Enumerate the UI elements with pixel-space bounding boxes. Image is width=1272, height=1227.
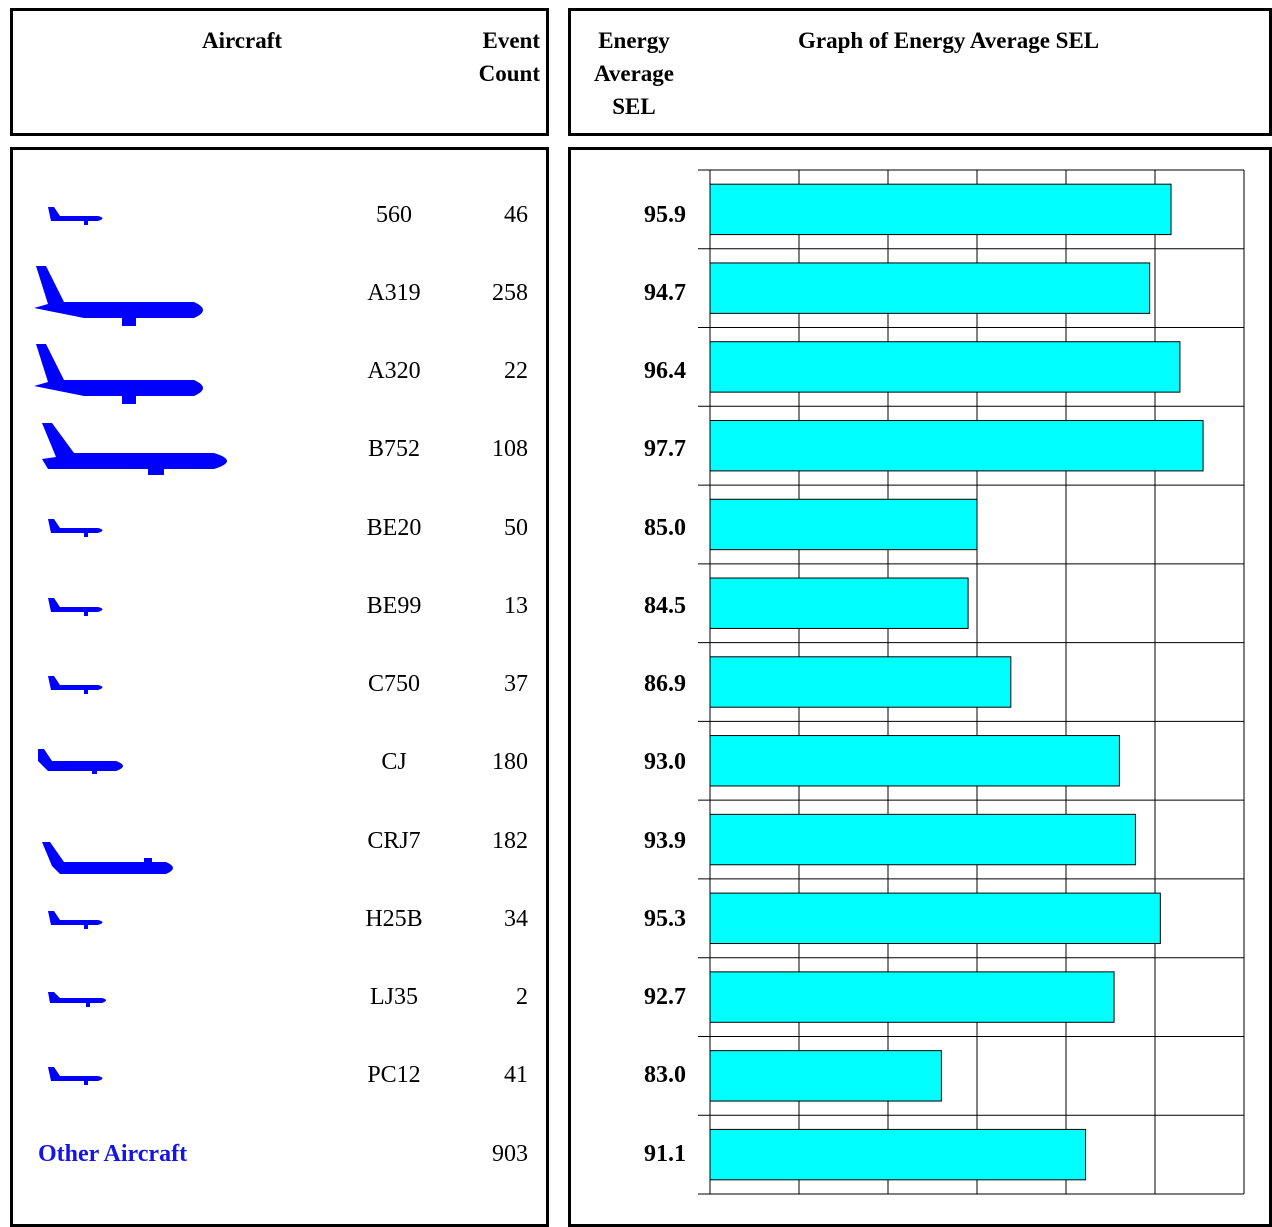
small-jet-icon [48, 992, 106, 1007]
sel-value-label: 84.5 [644, 593, 686, 619]
event-count: 46 [504, 202, 528, 228]
event-count-header-line2: Count [478, 61, 540, 86]
aircraft-code: LJ35 [370, 984, 418, 1010]
sel-value-label: 93.0 [644, 749, 686, 775]
sel-bar-chart [698, 169, 1245, 1195]
aircraft-code: CRJ7 [367, 828, 421, 854]
other-aircraft-label: Other Aircraft [38, 1141, 188, 1167]
sel-value-label: 97.7 [644, 436, 686, 462]
event-count: 108 [492, 436, 528, 462]
sel-header-line2: Average [593, 61, 675, 86]
business-jet-icon [38, 749, 123, 774]
sel-bar [709, 262, 1151, 314]
sel-value-label: 85.0 [644, 515, 686, 541]
sel-value-label: 92.7 [644, 984, 686, 1010]
aircraft-code: 560 [376, 202, 412, 228]
sel-bar [709, 183, 1172, 236]
small-jet-icon [48, 676, 103, 694]
aircraft-code: BE20 [366, 515, 422, 541]
aircraft-code: BE99 [366, 593, 422, 619]
small-jet-icon [48, 207, 103, 225]
event-count: 37 [504, 671, 528, 697]
event-count-header-line1: Event [482, 28, 541, 53]
aircraft-code: H25B [365, 906, 423, 932]
aircraft-code: A319 [367, 280, 421, 306]
sel-bar [709, 1050, 942, 1102]
aircraft-header-panel [10, 8, 549, 136]
small-jet-icon [48, 519, 103, 537]
event-count: 903 [492, 1141, 528, 1167]
aircraft-column-header: Aircraft [202, 28, 283, 53]
sel-bar [709, 656, 1012, 708]
sel-value-label: 83.0 [644, 1062, 686, 1088]
sel-header-line3: SEL [612, 94, 656, 119]
sel-header-panel [568, 8, 1272, 136]
event-count: 41 [504, 1062, 528, 1088]
event-count: 2 [516, 984, 528, 1010]
small-jet-icon [48, 1067, 103, 1085]
sel-bar [709, 1128, 1087, 1181]
sel-value-label: 93.9 [644, 828, 686, 854]
large-jet-icon [42, 423, 227, 475]
small-jet-icon [48, 911, 103, 929]
sel-value-label: 91.1 [644, 1141, 686, 1167]
narrowbody-jet-icon [34, 266, 203, 326]
event-count: 50 [504, 515, 528, 541]
sel-bar [709, 577, 969, 629]
sel-bar [709, 341, 1181, 393]
event-count: 258 [492, 280, 528, 306]
sel-bar [709, 892, 1161, 945]
regional-jet-icon [42, 842, 173, 874]
event-count: 34 [504, 906, 528, 932]
sel-bar [709, 419, 1204, 472]
event-count: 180 [492, 749, 528, 775]
sel-header-line1: Energy [598, 28, 670, 53]
aircraft-code: C750 [367, 671, 420, 697]
sel-bar [709, 498, 978, 551]
aircraft-code: PC12 [367, 1062, 421, 1088]
sel-bar [709, 813, 1136, 866]
sel-bar [709, 971, 1115, 1023]
sel-value-label: 96.4 [644, 358, 686, 384]
sel-value-label: 95.3 [644, 906, 686, 932]
event-count: 22 [504, 358, 528, 384]
event-count: 13 [504, 593, 528, 619]
sel-bar [709, 735, 1120, 787]
event-count: 182 [492, 828, 528, 854]
sel-value-label: 94.7 [644, 280, 686, 306]
sel-value-label: 95.9 [644, 202, 686, 228]
sel-value-label: 86.9 [644, 671, 686, 697]
aircraft-code: A320 [367, 358, 421, 384]
aircraft-code: CJ [381, 749, 407, 775]
narrowbody-jet-icon [34, 344, 203, 404]
small-jet-icon [48, 598, 103, 616]
aircraft-code: B752 [367, 436, 420, 462]
graph-title: Graph of Energy Average SEL [798, 28, 1100, 53]
